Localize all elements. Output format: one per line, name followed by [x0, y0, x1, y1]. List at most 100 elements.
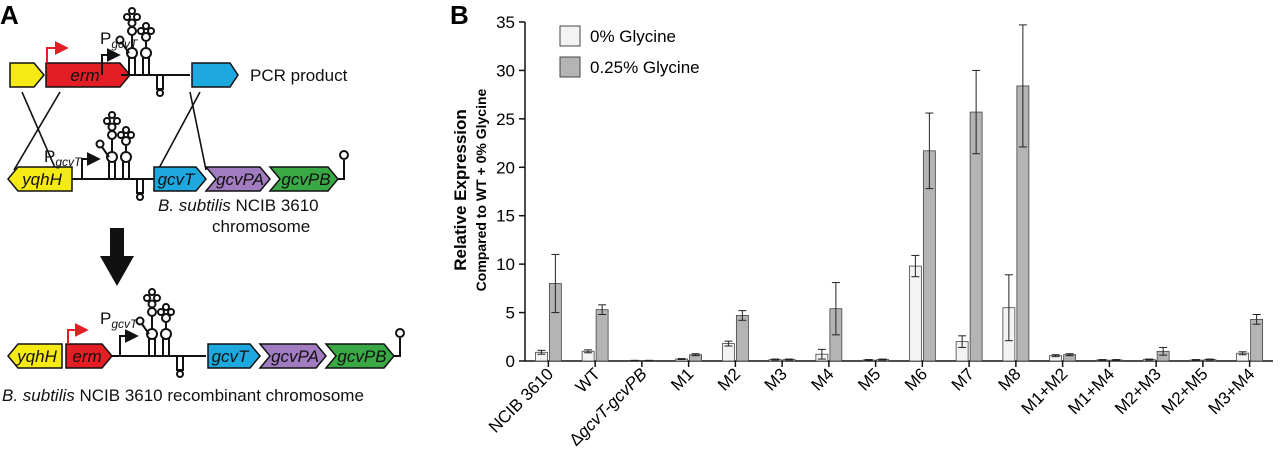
error-bar-0-1: [584, 349, 593, 354]
erm-promoter-arrow-icon-3: [67, 323, 89, 344]
y-tick-label: 30: [496, 61, 515, 80]
x-category-label: M4: [808, 364, 838, 394]
error-bar-0-8: [911, 254, 920, 278]
error-bar-1-7: [878, 358, 887, 361]
gene-gcvpa-label-3: gcvPA: [271, 347, 319, 366]
error-bar-1-4: [738, 310, 747, 321]
gene-gcvt-label-3: gcvT: [212, 347, 250, 366]
gcvt-promoter-arrow-icon-2: [81, 152, 101, 179]
x-category-label: M1+M4: [1064, 364, 1118, 418]
y-tick-label: 0: [506, 352, 515, 371]
gene-gcvpb-box: [268, 166, 339, 192]
error-bar-1-9: [972, 69, 981, 155]
error-bar-1-5: [785, 358, 794, 361]
error-bar-1-0: [551, 253, 560, 314]
x-category-label: M7: [948, 364, 978, 394]
legend-label-0: 0% Glycine: [590, 27, 676, 46]
y-tick-label: 35: [496, 13, 515, 32]
promoter-label-2: PgcvT: [44, 147, 83, 169]
x-category-label: M5: [854, 364, 884, 394]
x-category-label: M1+M2: [1018, 364, 1072, 418]
error-bar-0-0: [537, 349, 546, 355]
error-bar-0-13: [1145, 358, 1154, 361]
chromosome-label-line2: chromosome: [212, 217, 310, 236]
error-bar-1-12: [1112, 359, 1121, 362]
panel-a: A erm PgcvT PCR product yqhH: [0, 0, 406, 405]
gene-gcvpb-label: gcvPB: [281, 170, 330, 189]
error-bar-0-9: [958, 335, 967, 348]
error-bar-0-5: [771, 358, 780, 361]
x-category-label: M6: [901, 364, 931, 394]
chromosome-label-line1: B. subtilis NCIB 3610: [158, 196, 319, 215]
x-category-label: M2+M3: [1111, 364, 1165, 418]
error-bar-1-8: [925, 112, 934, 190]
y-tick-label: 5: [506, 304, 515, 323]
x-category-label: NCIB 3610: [485, 364, 557, 436]
panel-b: B Relative Expression Compared to WT + 0…: [450, 0, 1273, 450]
y-axis-label-line1: Relative Expression: [451, 109, 470, 271]
error-bar-0-3: [677, 358, 686, 361]
gene-yqhh-box: [7, 166, 73, 192]
gene-erm-label-3: erm: [72, 347, 101, 366]
error-bar-1-14: [1205, 358, 1214, 361]
gene-blue-fragment: [191, 62, 239, 88]
x-category-label: M3+M4: [1205, 364, 1259, 418]
error-bar-1-15: [1252, 314, 1261, 325]
pcr-product-label: PCR product: [250, 66, 348, 85]
error-bar-1-6: [831, 282, 840, 336]
panel-a-letter: A: [0, 0, 19, 30]
gene-yellow-fragment: [9, 62, 45, 88]
gene-erm-box-3: [65, 343, 113, 369]
pcr-product-row: erm PgcvT PCR product: [9, 7, 348, 97]
legend-label-1: 0.25% Glycine: [590, 58, 700, 77]
error-bar-0-4: [724, 340, 733, 347]
gene-yqhh-box-3: [7, 343, 63, 369]
gene-gcvt-box-3: [207, 343, 261, 369]
error-bar-0-6: [817, 348, 826, 360]
recombinant-label: B. subtilis NCIB 3610 recombinant chromo…: [2, 386, 364, 405]
error-bar-1-13: [1159, 346, 1168, 356]
y-tick-label: 15: [496, 207, 515, 226]
x-category-label: M2+M5: [1158, 364, 1212, 418]
y-tick-label: 25: [496, 110, 515, 129]
terminator-icon-3: [394, 328, 406, 357]
legend-swatch-0: [559, 25, 581, 47]
recombinant-row: yqhH erm PgcvT gcvT gcvPA gcvPB B. subti…: [2, 288, 406, 405]
error-bar-1-10: [1018, 24, 1027, 148]
y-tick-label: 10: [496, 255, 515, 274]
y-tick-label: 20: [496, 158, 515, 177]
crossover-lines: [13, 91, 207, 171]
x-category-label: M3: [761, 364, 791, 394]
gene-erm-label: erm: [70, 66, 99, 85]
gcvt-promoter-arrow-icon: [101, 48, 121, 75]
error-bar-0-15: [1238, 351, 1247, 356]
gene-gcvpa-box-3: [258, 343, 327, 369]
error-bar-0-11: [1051, 354, 1060, 358]
error-bar-1-1: [598, 304, 607, 316]
glycine-riboswitch-icon-3: [135, 288, 197, 378]
error-bar-0-10: [1004, 274, 1013, 342]
x-category-label: WT: [572, 364, 604, 396]
x-category-label: M1: [667, 364, 697, 394]
gene-gcvpa-label: gcvPA: [216, 170, 264, 189]
bar-zero-glycine-8: [908, 265, 922, 362]
glycine-riboswitch-icon-2: [95, 111, 157, 201]
glycine-riboswitch-icon: [115, 7, 177, 97]
x-category-label: M2: [714, 364, 744, 394]
bar-glycine-1: [595, 309, 609, 362]
gene-yqhh-label: yqhH: [21, 170, 62, 189]
y-axis-label-line2: Compared to WT + 0% Glycine: [473, 88, 489, 291]
gene-gcvpb-box-3: [324, 343, 395, 369]
error-bar-0-12: [1098, 359, 1107, 362]
error-bar-1-11: [1065, 353, 1074, 357]
bar-glycine-4: [735, 315, 749, 362]
error-bar-0-7: [864, 359, 873, 362]
gene-gcvpa-box: [204, 166, 271, 192]
recombination-arrow-icon: [100, 228, 134, 286]
error-bar-0-14: [1191, 359, 1200, 362]
gene-erm-box: [45, 62, 131, 88]
erm-promoter-arrow-icon: [46, 41, 69, 63]
gene-yqhh-label-3: yqhH: [16, 347, 57, 366]
